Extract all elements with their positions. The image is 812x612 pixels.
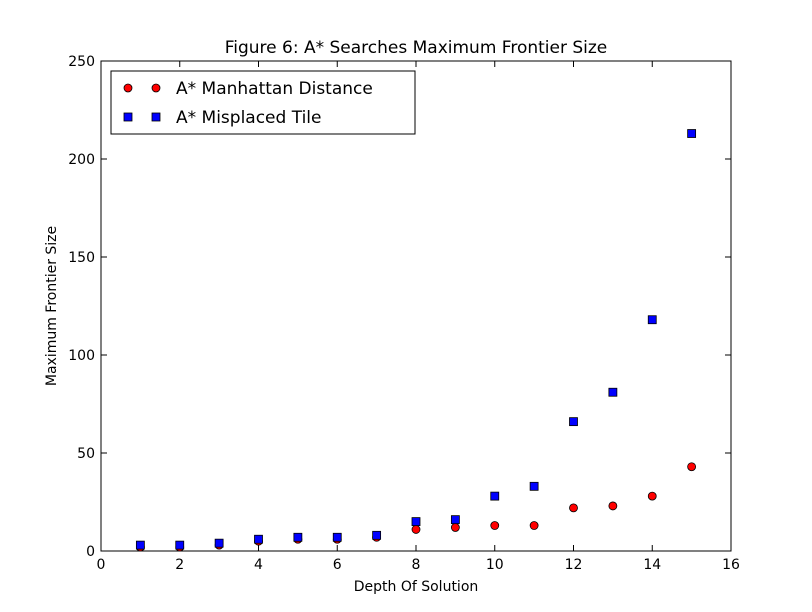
legend-marker	[123, 83, 133, 93]
x-tick-label: 16	[722, 557, 740, 573]
data-point	[293, 532, 303, 542]
data-point	[647, 315, 657, 325]
x-tick-label: 8	[412, 557, 421, 573]
data-point	[332, 532, 342, 542]
data-point	[529, 521, 539, 530]
data-point	[569, 417, 578, 427]
data-point	[569, 503, 578, 513]
data-point	[214, 538, 224, 548]
data-point	[490, 521, 500, 530]
x-tick-label: 0	[97, 557, 106, 573]
x-tick-label: 4	[254, 557, 263, 573]
x-tick-label: 14	[643, 557, 661, 573]
legend-item: A* Misplaced Tile	[123, 108, 321, 128]
data-point	[450, 523, 460, 532]
y-tick-label: 150	[68, 250, 95, 266]
y-tick-label: 200	[68, 152, 95, 168]
y-tick-label: 100	[68, 348, 95, 364]
x-tick-label: 12	[565, 557, 583, 573]
y-tick-label: 0	[86, 544, 95, 560]
legend-marker	[151, 83, 161, 93]
legend-box	[110, 70, 416, 135]
series-2	[135, 129, 697, 550]
data-point	[608, 501, 618, 511]
data-points	[135, 129, 697, 552]
data-point	[450, 515, 460, 525]
data-point	[254, 534, 263, 544]
y-axis-label: Maximum Frontier Size	[44, 226, 60, 386]
data-point	[608, 387, 618, 397]
x-tick-label: 6	[333, 557, 342, 573]
chart-title: Figure 6: A* Searches Maximum Frontier S…	[225, 38, 608, 58]
legend-marker	[123, 112, 133, 122]
plot-frame	[100, 60, 732, 552]
data-point	[529, 481, 539, 491]
data-point	[135, 540, 145, 550]
legend-item: A* Manhattan Distance	[123, 79, 373, 99]
legend-items: A* Manhattan Distance A* Misplaced Tile	[123, 79, 373, 128]
plot-area: 0 2 4 6 8 10 12 14 16 0 50 100 150 200 250	[68, 54, 740, 573]
x-tick-label: 2	[175, 557, 184, 573]
x-tick-label: 10	[486, 557, 504, 573]
data-point	[411, 525, 421, 534]
x-axis-ticks: 0 2 4 6 8 10 12 14 16	[97, 61, 740, 573]
data-point	[490, 491, 500, 501]
legend-label: A* Manhattan Distance	[176, 79, 373, 99]
y-tick-label: 250	[68, 54, 95, 70]
data-point	[175, 540, 185, 550]
data-point	[647, 491, 657, 501]
data-point	[372, 530, 382, 540]
legend-marker	[151, 112, 161, 122]
legend: A* Manhattan Distance A* Misplaced Tile	[110, 70, 416, 135]
x-axis-label: Depth Of Solution	[354, 579, 479, 595]
y-tick-label: 50	[77, 446, 95, 462]
legend-label: A* Misplaced Tile	[176, 108, 321, 128]
data-point	[687, 129, 697, 138]
data-point	[687, 462, 697, 472]
y-axis-ticks: 0 50 100 150 200 250	[68, 54, 731, 560]
data-point	[411, 517, 421, 526]
